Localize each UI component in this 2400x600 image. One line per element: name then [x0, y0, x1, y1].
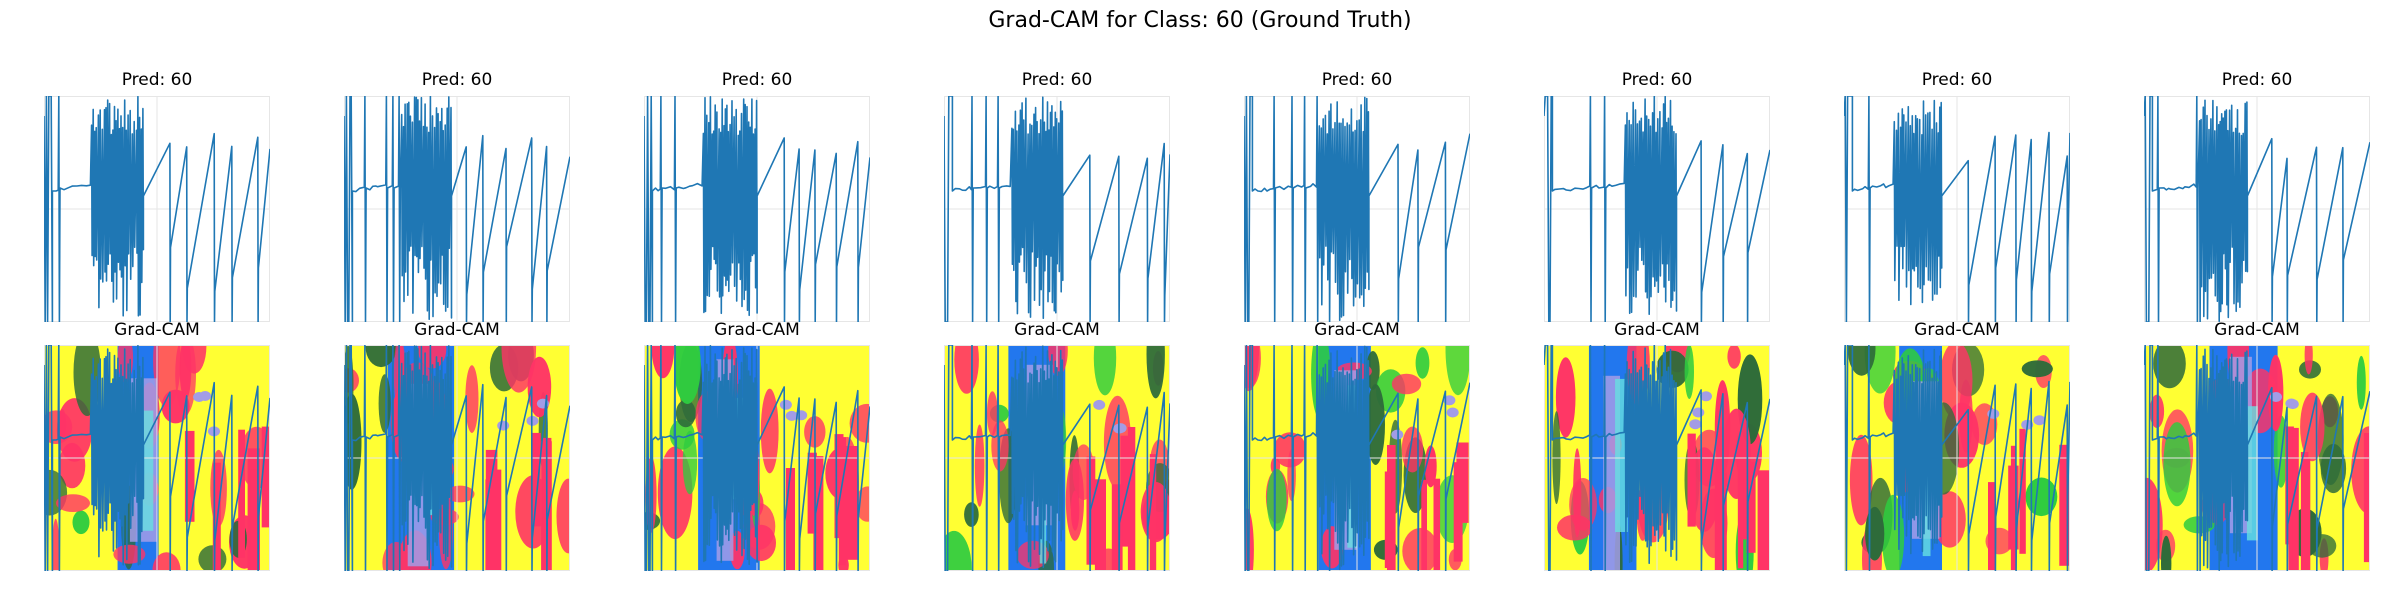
gradcam-title-5: Grad-CAM	[1314, 320, 1400, 340]
pred-plot-6	[1544, 96, 1770, 322]
cam-signal-line-2	[344, 345, 570, 571]
gradcam-plot-6-svg	[1544, 345, 1770, 571]
signal-line-8	[2144, 96, 2370, 322]
pred-plot-8-svg	[2144, 96, 2370, 322]
pred-plot-1	[44, 96, 270, 322]
signal-line-2	[344, 96, 570, 322]
signal-line-6	[1544, 96, 1770, 322]
gradcam-title-7: Grad-CAM	[1914, 320, 2000, 340]
gradcam-plot-2-svg	[344, 345, 570, 571]
gradcam-plot-3-svg	[644, 345, 870, 571]
gradcam-plot-4	[944, 345, 1170, 571]
cam-signal-line-8	[2144, 345, 2370, 571]
gradcam-title-3: Grad-CAM	[714, 320, 800, 340]
pred-plot-4-svg	[944, 96, 1170, 322]
cam-signal-line-5	[1244, 345, 1470, 571]
figure-title: Grad-CAM for Class: 60 (Ground Truth)	[988, 8, 1412, 33]
gradcam-plot-5	[1244, 345, 1470, 571]
pred-plot-8	[2144, 96, 2370, 322]
gradcam-plot-1-svg	[44, 345, 270, 571]
grid-lines-cam-7	[1844, 345, 2070, 571]
grid-lines-pred-2	[344, 96, 570, 322]
grid-lines-cam-8	[2144, 345, 2370, 571]
cam-signal-line-1	[44, 345, 270, 571]
signal-line-4	[944, 96, 1170, 322]
gradcam-title-6: Grad-CAM	[1614, 320, 1700, 340]
gradcam-title-8: Grad-CAM	[2214, 320, 2300, 340]
grid-lines-pred-7	[1844, 96, 2070, 322]
pred-plot-3-svg	[644, 96, 870, 322]
cam-signal-line-3	[644, 345, 870, 571]
pred-plot-6-svg	[1544, 96, 1770, 322]
gradcam-plot-8	[2144, 345, 2370, 571]
cam-signal-line-6	[1544, 345, 1770, 571]
pred-title-4: Pred: 60	[1021, 70, 1093, 90]
gradcam-plot-2	[344, 345, 570, 571]
pred-title-8: Pred: 60	[2221, 70, 2293, 90]
gradcam-plot-1	[44, 345, 270, 571]
pred-plot-4	[944, 96, 1170, 322]
pred-title-7: Pred: 60	[1921, 70, 1993, 90]
gradcam-plot-6	[1544, 345, 1770, 571]
pred-title-3: Pred: 60	[721, 70, 793, 90]
gradcam-plot-8-svg	[2144, 345, 2370, 571]
pred-title-1: Pred: 60	[121, 70, 193, 90]
gradcam-plot-5-svg	[1244, 345, 1470, 571]
signal-line-7	[1844, 96, 2070, 322]
cam-signal-line-7	[1844, 345, 2070, 571]
gradcam-plot-4-svg	[944, 345, 1170, 571]
pred-plot-1-svg	[44, 96, 270, 322]
gradcam-plot-7	[1844, 345, 2070, 571]
gradcam-title-4: Grad-CAM	[1014, 320, 1100, 340]
gradcam-title-2: Grad-CAM	[414, 320, 500, 340]
pred-plot-7-svg	[1844, 96, 2070, 322]
cam-signal-line-4	[944, 345, 1170, 571]
signal-line-5	[1244, 96, 1470, 322]
pred-title-2: Pred: 60	[421, 70, 493, 90]
grid-lines-pred-8	[2144, 96, 2370, 322]
signal-line-1	[44, 96, 270, 322]
signal-line-3	[644, 96, 870, 322]
pred-title-6: Pred: 60	[1621, 70, 1693, 90]
gradcam-title-1: Grad-CAM	[114, 320, 200, 340]
pred-plot-3	[644, 96, 870, 322]
gradcam-plot-3	[644, 345, 870, 571]
pred-plot-7	[1844, 96, 2070, 322]
pred-plot-5	[1244, 96, 1470, 322]
gradcam-plot-7-svg	[1844, 345, 2070, 571]
grid-lines-pred-1	[44, 96, 270, 322]
pred-plot-2	[344, 96, 570, 322]
pred-plot-2-svg	[344, 96, 570, 322]
pred-title-5: Pred: 60	[1321, 70, 1393, 90]
pred-plot-5-svg	[1244, 96, 1470, 322]
